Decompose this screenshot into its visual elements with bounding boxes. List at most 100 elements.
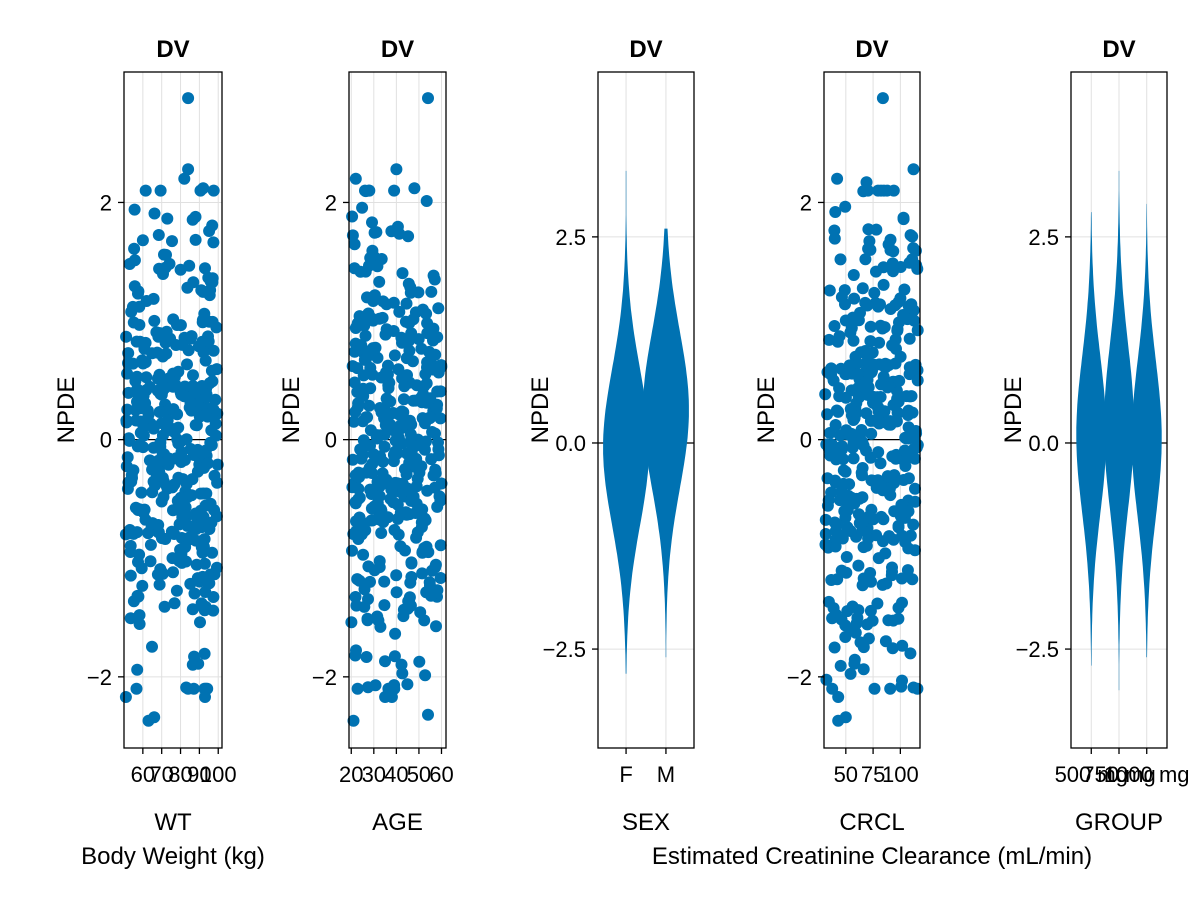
scatter-point bbox=[347, 714, 360, 727]
scatter-point bbox=[911, 324, 924, 337]
scatter-point bbox=[207, 184, 220, 197]
scatter-point bbox=[887, 245, 900, 258]
x-axis-label: WT bbox=[154, 809, 192, 836]
scatter-point bbox=[188, 650, 201, 663]
scatter-point bbox=[189, 233, 202, 246]
scatter-point bbox=[897, 211, 910, 224]
scatter-point bbox=[864, 320, 877, 333]
scatter-point bbox=[862, 223, 875, 236]
scatter-point bbox=[905, 298, 918, 311]
scatter-point bbox=[148, 207, 161, 220]
scatter-point bbox=[345, 616, 358, 629]
scatter-point bbox=[181, 358, 193, 371]
scatter-point bbox=[137, 441, 150, 454]
scatter-point bbox=[357, 548, 370, 561]
y-tick-label: −2.5 bbox=[543, 637, 586, 662]
scatter-point bbox=[838, 505, 851, 518]
scatter-point bbox=[400, 447, 413, 460]
scatter-point bbox=[205, 439, 218, 452]
scatter-point bbox=[392, 363, 405, 376]
scatter-point bbox=[378, 440, 391, 453]
scatter-point bbox=[426, 426, 439, 438]
scatter-point bbox=[199, 499, 212, 512]
scatter-point bbox=[172, 365, 185, 378]
scatter-point bbox=[176, 511, 189, 524]
scatter-point bbox=[846, 600, 859, 613]
scatter-point bbox=[419, 368, 432, 381]
scatter-point bbox=[371, 432, 384, 445]
scatter-point bbox=[432, 443, 445, 456]
scatter-point bbox=[201, 457, 214, 470]
scatter-point bbox=[877, 278, 890, 291]
scatter-point bbox=[847, 452, 860, 465]
scatter-point bbox=[857, 663, 870, 676]
scatter-point bbox=[166, 552, 179, 565]
scatter-point bbox=[429, 463, 442, 476]
scatter-point bbox=[184, 397, 197, 409]
scatter-point bbox=[357, 517, 370, 530]
scatter-point bbox=[432, 366, 445, 379]
scatter-point bbox=[849, 626, 862, 639]
scatter-point bbox=[871, 597, 884, 610]
scatter-point bbox=[198, 647, 211, 660]
scatter-point bbox=[404, 576, 417, 589]
x-tick-label: 750 mg bbox=[1082, 762, 1155, 787]
scatter-point bbox=[137, 357, 150, 370]
scatter-point bbox=[206, 546, 219, 559]
y-tick-label: 2 bbox=[325, 190, 337, 215]
scatter-point bbox=[387, 296, 400, 309]
scatter-point bbox=[397, 406, 410, 419]
scatter-point bbox=[199, 691, 211, 703]
scatter-point bbox=[909, 544, 921, 557]
scatter-point bbox=[852, 559, 865, 572]
scatter-point bbox=[148, 420, 161, 433]
scatter-point bbox=[425, 285, 438, 298]
scatter-point bbox=[867, 513, 880, 526]
scatter-point bbox=[830, 404, 843, 417]
scatter-point bbox=[397, 393, 410, 406]
scatter-point bbox=[879, 360, 892, 373]
scatter-point bbox=[154, 436, 167, 449]
scatter-point bbox=[385, 691, 398, 703]
scatter-point bbox=[839, 200, 852, 213]
scatter-point bbox=[844, 326, 857, 339]
scatter-point bbox=[346, 481, 359, 494]
scatter-point bbox=[868, 682, 881, 695]
x-axis-label: GROUP bbox=[1075, 809, 1163, 836]
y-tick-label: 0 bbox=[325, 428, 337, 453]
scatter-point bbox=[420, 195, 433, 207]
scatter-point bbox=[877, 513, 890, 526]
scatter-point bbox=[131, 526, 144, 539]
scatter-point bbox=[422, 708, 434, 721]
scatter-point bbox=[134, 426, 147, 439]
scatter-point bbox=[379, 328, 392, 341]
scatter-points bbox=[345, 92, 448, 727]
scatter-point bbox=[362, 184, 375, 197]
scatter-point bbox=[140, 371, 153, 384]
scatter-point bbox=[419, 669, 432, 682]
scatter-point bbox=[196, 380, 208, 392]
scatter-point bbox=[829, 540, 842, 553]
x-tick-label: 60 bbox=[429, 762, 453, 787]
scatter-point bbox=[423, 345, 436, 358]
scatter-point bbox=[374, 450, 387, 463]
y-tick-label: 2 bbox=[100, 190, 112, 215]
scatter-point bbox=[865, 427, 878, 440]
scatter-point bbox=[819, 388, 832, 401]
scatter-point bbox=[839, 465, 852, 478]
scatter-point bbox=[166, 235, 178, 248]
scatter-point bbox=[834, 253, 847, 266]
scatter-point bbox=[406, 355, 419, 368]
scatter-point bbox=[880, 416, 893, 429]
scatter-point bbox=[129, 385, 142, 398]
scatter-point bbox=[828, 232, 841, 245]
scatter-point bbox=[188, 587, 201, 600]
scatter-point bbox=[206, 315, 219, 328]
scatter-point bbox=[861, 373, 874, 386]
scatter-point bbox=[401, 369, 413, 382]
scatter-point bbox=[897, 309, 910, 321]
scatter-point bbox=[421, 327, 434, 340]
scatter-point bbox=[434, 539, 447, 552]
scatter-point bbox=[149, 479, 161, 492]
